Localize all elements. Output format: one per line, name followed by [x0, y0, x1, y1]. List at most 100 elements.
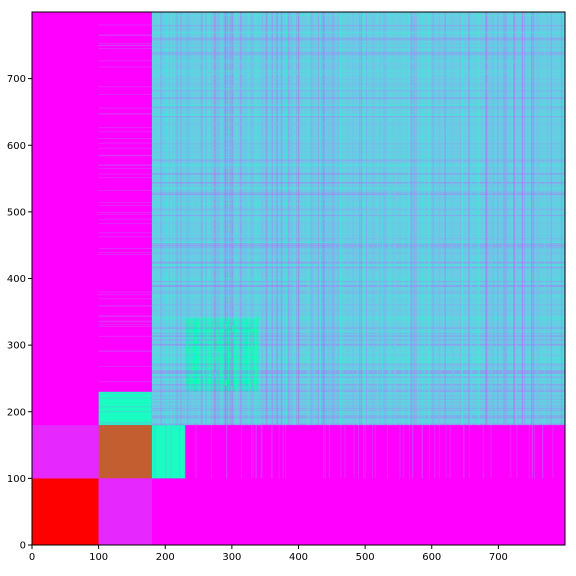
heatmap-faint-streak	[98, 142, 152, 144]
heatmap-streak-vertical	[428, 12, 430, 426]
heatmap-streak-horizontal	[151, 163, 565, 165]
y-tick-label: 700	[7, 74, 26, 85]
heatmap-streak-horizontal	[151, 113, 565, 116]
heatmap-streak-vertical	[453, 12, 455, 426]
y-tick-label: 100	[7, 474, 26, 485]
heatmap-highlight	[225, 380, 228, 386]
heatmap-streak-horizontal	[151, 59, 565, 62]
heatmap-streak-horizontal	[151, 89, 565, 92]
heatmap-faint-streak	[98, 113, 152, 115]
heatmap-streak-horizontal	[151, 211, 565, 214]
y-tick-label: 600	[7, 141, 26, 152]
heatmap-highlight	[216, 330, 218, 336]
heatmap-streak-horizontal	[151, 29, 565, 31]
heatmap-streak-vertical	[306, 12, 309, 426]
heatmap-faint-streak	[469, 425, 471, 479]
heatmap-faint-streak	[387, 425, 388, 479]
heatmap-streak-horizontal	[151, 116, 565, 118]
heatmap-highlight	[234, 380, 236, 386]
heatmap-faint-streak	[98, 44, 152, 46]
heatmap-streak-vertical	[319, 12, 321, 426]
heatmap-streak-vertical	[510, 12, 512, 426]
heatmap-faint-streak	[438, 425, 440, 479]
heatmap-faint-streak	[271, 425, 273, 479]
heatmap-streak-vertical	[412, 12, 414, 426]
y-tick-label: 300	[7, 341, 26, 352]
heatmap-streak-vertical	[229, 12, 231, 426]
heatmap-streak-vertical	[240, 12, 242, 426]
heatmap-faint-streak	[374, 425, 376, 479]
heatmap-faint-streak	[282, 425, 284, 479]
heatmap-streak-horizontal	[151, 31, 565, 34]
heatmap-streak-horizontal	[151, 157, 565, 158]
heatmap-streak-horizontal	[151, 124, 565, 126]
heatmap-streak-horizontal	[151, 131, 565, 133]
heatmap-streak-horizontal	[151, 85, 565, 88]
heatmap-streak-horizontal	[151, 216, 565, 218]
heatmap-faint-streak	[98, 421, 152, 423]
heatmap-highlight	[215, 371, 217, 378]
heatmap-faint-streak	[98, 320, 152, 322]
heatmap-streak-vertical	[339, 12, 342, 426]
heatmap-faint-streak	[412, 425, 413, 479]
heatmap-highlight	[217, 357, 219, 363]
heatmap-faint-streak	[340, 425, 342, 479]
heatmap-streak-vertical	[503, 12, 506, 426]
heatmap-faint-streak	[98, 177, 152, 179]
heatmap-streak-horizontal	[151, 159, 565, 162]
heatmap-streak-vertical	[265, 12, 268, 426]
heatmap-streak-horizontal	[151, 44, 565, 46]
heatmap-faint-streak	[98, 324, 152, 326]
heatmap-streak-vertical	[341, 12, 342, 426]
heatmap-faint-streak	[250, 425, 252, 479]
heatmap-highlight	[217, 338, 220, 345]
heatmap-highlight	[252, 327, 254, 333]
heatmap-highlight	[202, 325, 205, 331]
heatmap-faint-streak	[98, 315, 152, 317]
heatmap-streak-vertical	[388, 12, 390, 426]
heatmap-streak-horizontal	[151, 167, 565, 169]
heatmap-faint-streak	[98, 365, 152, 367]
heatmap-streak-horizontal	[151, 84, 565, 85]
heatmap-faint-streak	[98, 164, 152, 166]
heatmap-faint-streak	[98, 189, 152, 191]
heatmap-streak-vertical	[379, 12, 381, 426]
heatmap-streak-horizontal	[151, 218, 565, 221]
heatmap-streak-vertical	[365, 12, 367, 426]
heatmap-streak-vertical	[497, 12, 499, 426]
heatmap-streak-vertical	[470, 12, 471, 426]
heatmap-streak-vertical	[561, 12, 563, 426]
heatmap-streak-horizontal	[151, 69, 565, 72]
heatmap-faint-streak	[255, 425, 257, 479]
heatmap-faint-streak	[98, 316, 152, 318]
heatmap-streak-vertical	[292, 12, 295, 426]
heatmap-streak-vertical	[543, 12, 546, 426]
heatmap-faint-streak	[98, 232, 152, 234]
heatmap-highlight	[187, 348, 189, 354]
y-axis: 0 100 200 300 400 500 600 700	[7, 74, 32, 552]
heatmap-faint-streak	[528, 425, 530, 479]
heatmap-faint-streak	[98, 321, 152, 323]
heatmap-streak-vertical	[477, 12, 480, 426]
heatmap-streak-horizontal	[151, 161, 565, 164]
heatmap-streak-horizontal	[151, 215, 565, 216]
heatmap-streak-vertical	[188, 12, 191, 426]
heatmap-streak-vertical	[492, 12, 493, 426]
heatmap-faint-streak	[363, 425, 365, 479]
heatmap-highlight	[245, 360, 247, 366]
heatmap-streak-vertical	[361, 12, 362, 426]
heatmap-streak-vertical	[468, 12, 471, 426]
heatmap-streak-vertical	[313, 12, 316, 426]
heatmap-faint-streak	[98, 48, 152, 50]
heatmap-highlight	[251, 348, 253, 354]
heatmap-faint-streak	[241, 425, 242, 479]
heatmap-highlight	[194, 337, 196, 343]
heatmap-highlight	[225, 323, 227, 330]
heatmap-highlight	[255, 328, 257, 334]
heatmap-highlight	[228, 315, 230, 322]
heatmap-faint-streak	[531, 425, 533, 479]
y-tick-label: 400	[7, 274, 26, 285]
heatmap-highlight	[238, 365, 241, 371]
heatmap-streak-vertical	[485, 12, 488, 426]
heatmap-faint-streak	[98, 113, 152, 115]
